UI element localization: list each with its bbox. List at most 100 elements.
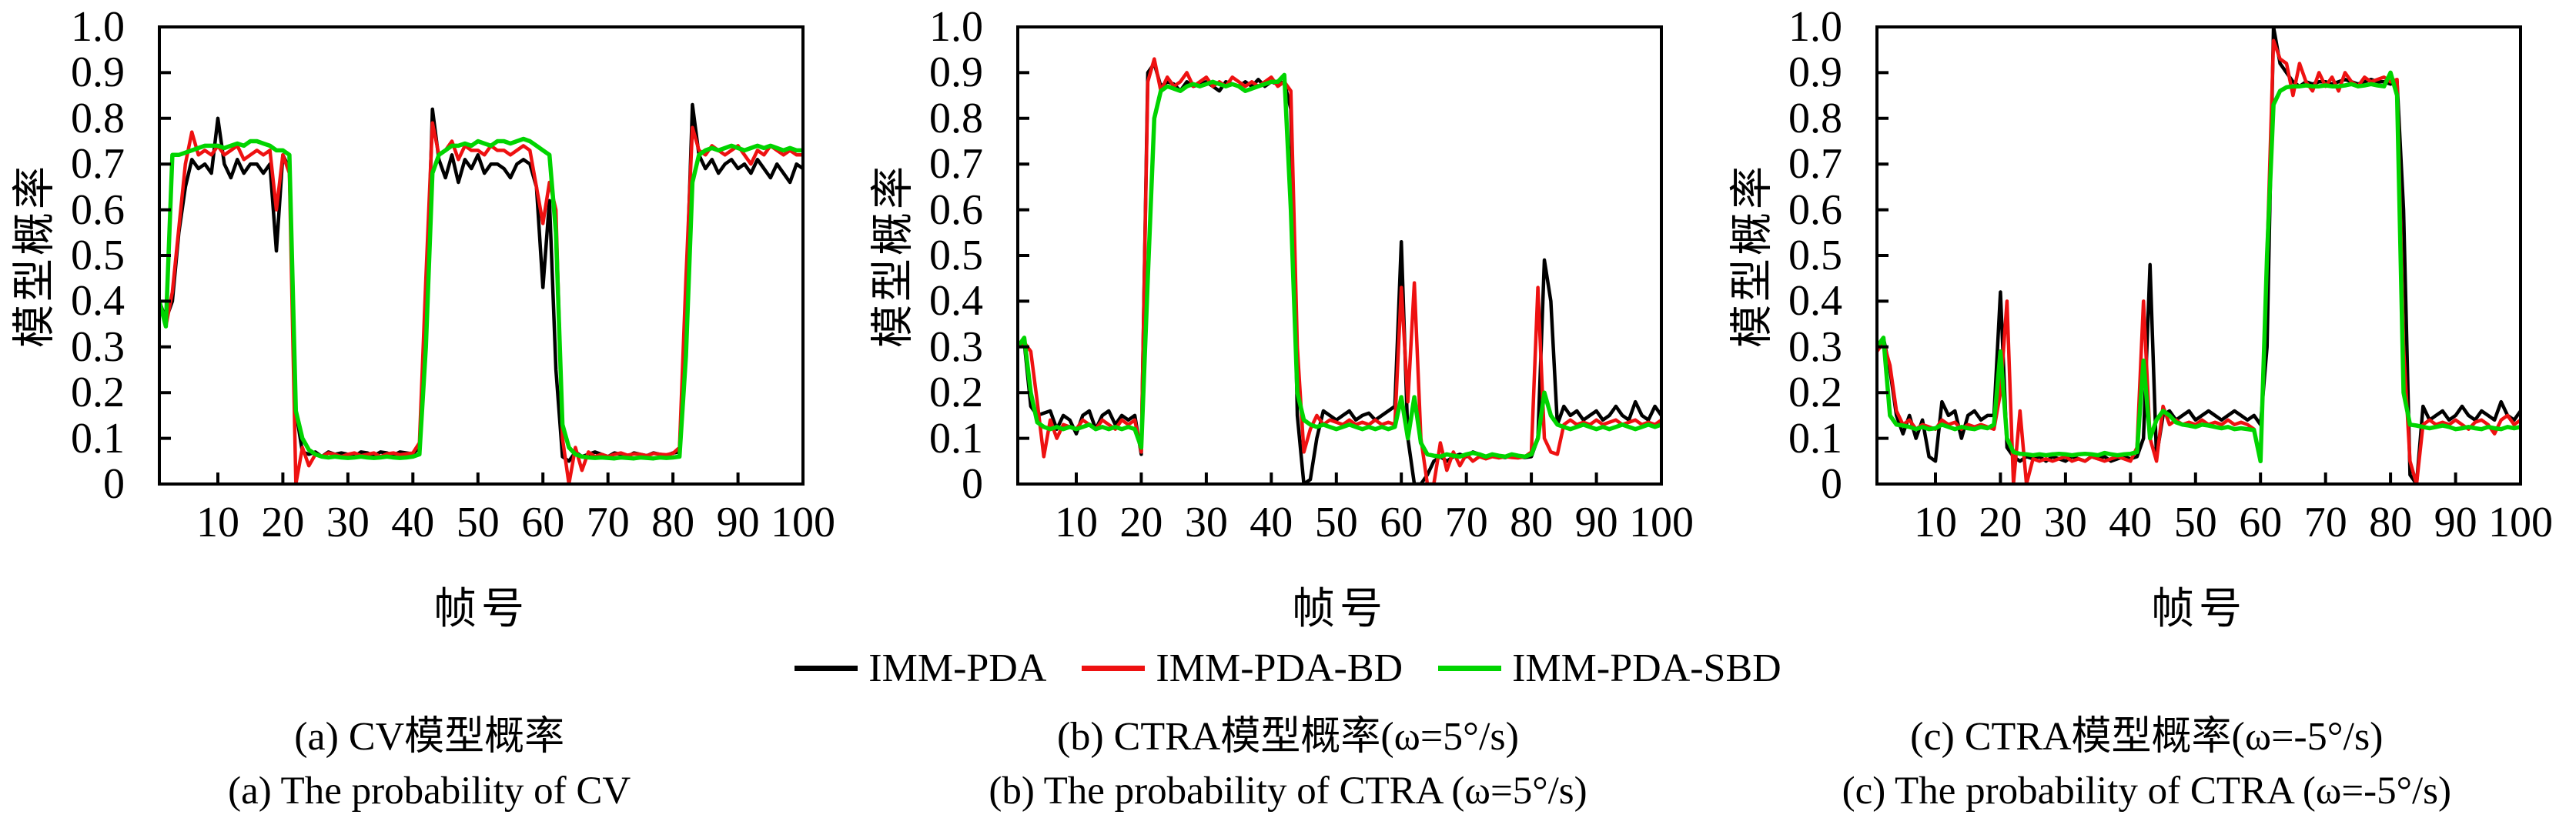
- x-tick-label: 70: [2303, 499, 2347, 546]
- x-tick-label: 90: [1574, 499, 1618, 546]
- x-tick-label: 30: [2043, 499, 2087, 546]
- x-axis-label: 帧号: [1292, 586, 1387, 633]
- y-tick-label: 0.7: [71, 140, 125, 189]
- y-tick-label: 0.2: [71, 369, 125, 417]
- y-tick-label: 0.9: [1788, 48, 1842, 97]
- x-tick-label: 10: [1055, 499, 1098, 546]
- legend-item-imm-pda: IMM-PDA: [795, 646, 1046, 691]
- y-tick-label: 0.6: [929, 185, 983, 234]
- plot-border: [1016, 25, 1663, 486]
- captions-english: (a) The probability of CV (b) The probab…: [0, 768, 2576, 814]
- x-tick-label: 50: [1314, 499, 1358, 546]
- x-tick-label: 20: [1979, 499, 2022, 546]
- y-tick-label: 1.0: [71, 3, 125, 51]
- y-tick-label: 0.4: [929, 277, 983, 326]
- x-axis-ticks: 10 20 30 40 50 60 70 80 90 100: [1016, 499, 1694, 546]
- x-tick-label: 60: [1380, 499, 1423, 546]
- y-tick-label: 0.8: [929, 94, 983, 142]
- y-tick-label: 0: [962, 460, 983, 508]
- legend-label: IMM-PDA: [868, 646, 1047, 690]
- x-tick-label: 50: [2173, 499, 2217, 546]
- y-tick-label: 0.2: [1788, 369, 1842, 417]
- x-tick-label: 90: [716, 499, 760, 546]
- y-tick-label: 0.5: [71, 232, 125, 279]
- chart-ctra-neg-probability: 模型概率 1.0 0.9 0.8 0.7 0.6 0.5 0.4 0.3 0.2 0.1 0 10 2…: [1718, 0, 2576, 639]
- y-tick-label: 0.7: [1788, 140, 1842, 189]
- y-tick-label: 0.4: [71, 277, 125, 326]
- legend: IMM-PDA IMM-PDA-BD IMM-PDA-SBD: [0, 645, 2576, 691]
- caption-c-en: (c) The probability of CTRA (ω=-5°/s): [1842, 770, 2452, 813]
- series-IMM-PDA-SBD: [158, 136, 805, 461]
- series-IMM-PDA-SBD: [1016, 72, 1663, 459]
- plot-border: [1875, 25, 2522, 486]
- y-tick-label: 0.9: [929, 48, 983, 97]
- x-axis-label: 帧号: [433, 586, 529, 633]
- line-swatch-green-icon: [1438, 665, 1502, 671]
- x-tick-label: 80: [1510, 499, 1554, 546]
- x-tick-label: 40: [2109, 499, 2153, 546]
- x-tick-label: 40: [391, 499, 435, 546]
- y-tick-label: 0.8: [71, 94, 125, 142]
- legend-label: IMM-PDA-SBD: [1512, 646, 1781, 690]
- captions-chinese: (a) CV模型概率 (b) CTRA模型概率(ω=5°/s) (c) CTRA…: [0, 714, 2576, 760]
- y-tick-label: 0.5: [929, 232, 983, 279]
- x-tick-label: 100: [2488, 499, 2553, 546]
- chart-ctra-pos-probability: 模型概率 1.0 0.9 0.8 0.7 0.6 0.5 0.4 0.3 0.2 0.1 0 10 2…: [858, 0, 1717, 639]
- y-tick-label: 0.1: [1788, 414, 1842, 462]
- x-tick-label: 30: [1184, 499, 1228, 546]
- plot-area-ctra-neg: [1875, 25, 2522, 486]
- x-tick-label: 10: [1914, 499, 1957, 546]
- y-axis-ticks: 1.0 0.9 0.8 0.7 0.6 0.5 0.4 0.3 0.2 0.1 0: [1718, 0, 1868, 539]
- y-tick-label: 0: [103, 460, 125, 508]
- y-tick-label: 0.1: [71, 414, 125, 462]
- y-tick-label: 0.1: [929, 414, 983, 462]
- caption-a-zh: (a) CV模型概率: [294, 715, 565, 759]
- y-tick-label: 0.7: [929, 140, 983, 189]
- y-tick-label: 0.6: [71, 185, 125, 234]
- plot-area-cv: [158, 25, 805, 486]
- legend-label: IMM-PDA-BD: [1156, 646, 1403, 690]
- chart-cv-probability: 模型概率 1.0 0.9 0.8 0.7 0.6 0.5 0.4 0.3 0.2 0.1 0 10 2…: [0, 0, 858, 639]
- x-tick-label: 60: [2239, 499, 2283, 546]
- y-axis-ticks: 1.0 0.9 0.8 0.7 0.6 0.5 0.4 0.3 0.2 0.1 0: [858, 0, 1009, 539]
- x-axis-ticks: 10 20 30 40 50 60 70 80 90 100: [1875, 499, 2553, 546]
- x-tick-label: 30: [326, 499, 370, 546]
- axis-tick-marks: [1018, 71, 1663, 484]
- y-tick-label: 0.3: [71, 322, 125, 371]
- caption-b-en: (b) The probability of CTRA (ω=5°/s): [989, 770, 1587, 813]
- caption-a-en: (a) The probability of CV: [228, 770, 631, 813]
- plot-border: [158, 25, 805, 486]
- x-tick-label: 10: [196, 499, 239, 546]
- caption-c-zh: (c) CTRA模型概率(ω=-5°/s): [1910, 715, 2384, 759]
- series-IMM-PDA: [1875, 25, 2522, 486]
- x-tick-label: 70: [586, 499, 630, 546]
- y-tick-label: 0.8: [1788, 94, 1842, 142]
- x-tick-label: 20: [261, 499, 305, 546]
- legend-item-imm-pda-bd: IMM-PDA-BD: [1082, 646, 1403, 691]
- caption-b-zh: (b) CTRA模型概率(ω=5°/s): [1057, 715, 1519, 759]
- series-IMM-PDA: [1016, 62, 1663, 486]
- y-tick-label: 0.3: [929, 322, 983, 371]
- x-tick-label: 100: [1629, 499, 1694, 546]
- x-tick-label: 20: [1119, 499, 1163, 546]
- line-swatch-black-icon: [795, 665, 858, 671]
- axis-tick-marks: [1877, 71, 2522, 484]
- x-tick-label: 70: [1444, 499, 1488, 546]
- y-axis-ticks: 1.0 0.9 0.8 0.7 0.6 0.5 0.4 0.3 0.2 0.1 0: [0, 0, 151, 539]
- x-axis-ticks: 10 20 30 40 50 60 70 80 90 100: [158, 499, 835, 546]
- y-tick-label: 0.3: [1788, 322, 1842, 371]
- legend-item-imm-pda-sbd: IMM-PDA-SBD: [1438, 646, 1781, 691]
- x-tick-label: 80: [2369, 499, 2413, 546]
- series-IMM-PDA: [158, 102, 805, 463]
- x-tick-label: 60: [521, 499, 565, 546]
- series-IMM-PDA-BD: [158, 121, 805, 486]
- x-tick-label: 90: [2434, 499, 2477, 546]
- axis-tick-marks: [159, 71, 805, 484]
- y-tick-label: 0.9: [71, 48, 125, 97]
- x-tick-label: 40: [1250, 499, 1293, 546]
- plot-area-ctra-pos: [1016, 25, 1663, 486]
- x-tick-label: 50: [456, 499, 500, 546]
- x-tick-label: 80: [651, 499, 695, 546]
- y-tick-label: 0.2: [929, 369, 983, 417]
